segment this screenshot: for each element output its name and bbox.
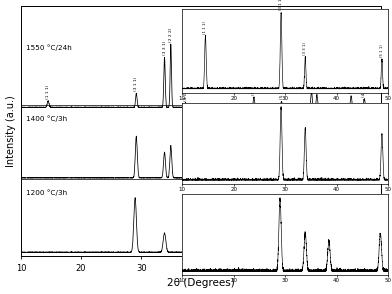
Text: (4 4 4): (4 4 4) [362,82,367,97]
Text: (4 0 0): (4 0 0) [183,86,187,101]
Text: (5 3 1): (5 3 1) [315,78,319,92]
Text: (3 1 1): (3 1 1) [279,0,283,10]
Text: 1200 °C/3h: 1200 °C/3h [26,190,67,196]
Text: (1 1 1): (1 1 1) [46,84,50,98]
Text: (5 1 1): (5 1 1) [380,44,384,57]
Text: (4 4 0): (4 4 0) [310,75,314,89]
Text: (3 3 1): (3 3 1) [303,42,307,55]
Text: (3 1 1): (3 1 1) [134,76,138,91]
Text: (5 1 1): (5 1 1) [252,80,256,95]
Y-axis label: Intensity (a.u.): Intensity (a.u.) [5,95,16,167]
Text: EuZr: EuZr [270,242,287,248]
Text: 1550 °C/24h: 1550 °C/24h [26,45,72,51]
X-axis label: 2θ (Degrees): 2θ (Degrees) [167,278,235,288]
Text: (6 2 2): (6 2 2) [349,79,353,93]
Text: (3 3 1): (3 3 1) [163,41,167,55]
Text: 1400 °C/3h: 1400 °C/3h [26,115,67,122]
Text: (1 1 1): (1 1 1) [203,21,207,34]
Text: (2 2 2): (2 2 2) [169,28,173,42]
Text: (5 3 1): (5 3 1) [279,85,283,99]
